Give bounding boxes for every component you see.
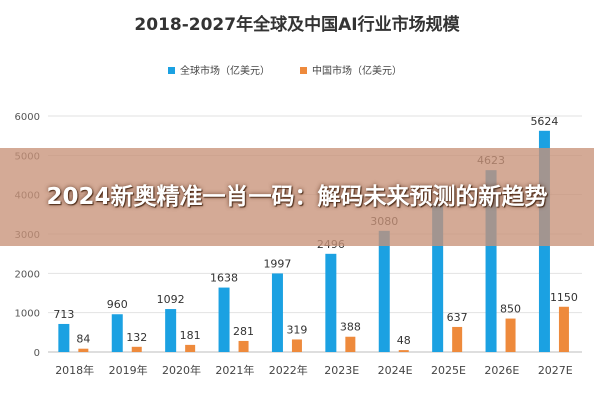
data-label: 1092	[157, 293, 185, 306]
data-label: 48	[397, 334, 411, 347]
x-tick-label: 2018年	[55, 363, 94, 377]
data-label: 713	[53, 308, 74, 321]
china-bar-2025E	[452, 326, 463, 352]
x-tick-label: 2022年	[269, 363, 308, 377]
x-tick-label: 2024E	[378, 364, 413, 377]
global-bar-2021年	[218, 287, 230, 352]
data-label: 132	[126, 331, 147, 344]
y-tick-label: 0	[34, 348, 40, 359]
global-bar-2025E	[432, 203, 444, 352]
china-bar-2018年	[78, 348, 89, 352]
china-bar-2027E	[558, 306, 569, 352]
x-tick-label: 2021年	[215, 363, 254, 377]
headline-text: 2024新奥精准一肖一码：解码未来预测的新趋势	[46, 184, 548, 210]
china-bar-2024E	[398, 350, 409, 352]
data-label: 181	[180, 329, 201, 342]
data-label: 281	[233, 325, 254, 338]
data-label: 84	[76, 333, 90, 346]
global-bar-2026E	[485, 170, 497, 352]
legend: 全球市场（亿美元） 中国市场（亿美元）	[168, 64, 402, 77]
global-bar-2024E	[378, 230, 390, 352]
legend-label: 中国市场（亿美元）	[312, 64, 402, 77]
chart-title: 2018-2027年全球及中国AI行业市场规模	[134, 14, 460, 35]
data-label: 960	[107, 298, 128, 311]
x-tick-label: 2020年	[162, 363, 201, 377]
global-bar-2019年	[111, 314, 123, 352]
china-bar-2021年	[238, 340, 249, 352]
global-bar-2020年	[165, 309, 177, 352]
data-label: 388	[340, 321, 361, 334]
data-label: 1997	[263, 257, 291, 270]
headline-banner: 2024新奥精准一肖一码：解码未来预测的新趋势	[0, 148, 594, 246]
china-bar-2020年	[185, 344, 196, 352]
data-label: 319	[286, 323, 307, 336]
data-label: 637	[447, 311, 468, 324]
china-bar-2019年	[131, 346, 142, 352]
y-tick-label: 6000	[15, 112, 40, 123]
y-tick-label: 1000	[15, 309, 40, 320]
y-tick-label: 2000	[15, 269, 40, 280]
x-tick-label: 2026E	[484, 364, 519, 377]
global-bar-2023E	[325, 253, 337, 352]
legend-label: 全球市场（亿美元）	[180, 64, 270, 77]
data-label: 1150	[550, 291, 578, 304]
data-label: 850	[500, 303, 521, 316]
x-tick-label: 2019年	[109, 363, 148, 377]
global-bar-2022年	[271, 273, 283, 352]
data-label: 1638	[210, 272, 238, 285]
china-bar-2023E	[345, 336, 356, 352]
x-tick-label: 2027E	[538, 364, 573, 377]
global-bar-2018年	[58, 323, 70, 352]
legend-swatch	[300, 67, 307, 74]
data-label: 5624	[530, 115, 558, 128]
x-axis: 2018年 2019年 2020年 2021年 2022年 2023E 2024E 2025E…	[55, 363, 573, 377]
x-tick-label: 2025E	[431, 364, 466, 377]
legend-swatch	[168, 67, 175, 74]
china-bar-2026E	[505, 318, 516, 352]
china-bar-2022年	[291, 339, 302, 352]
x-tick-label: 2023E	[324, 364, 359, 377]
